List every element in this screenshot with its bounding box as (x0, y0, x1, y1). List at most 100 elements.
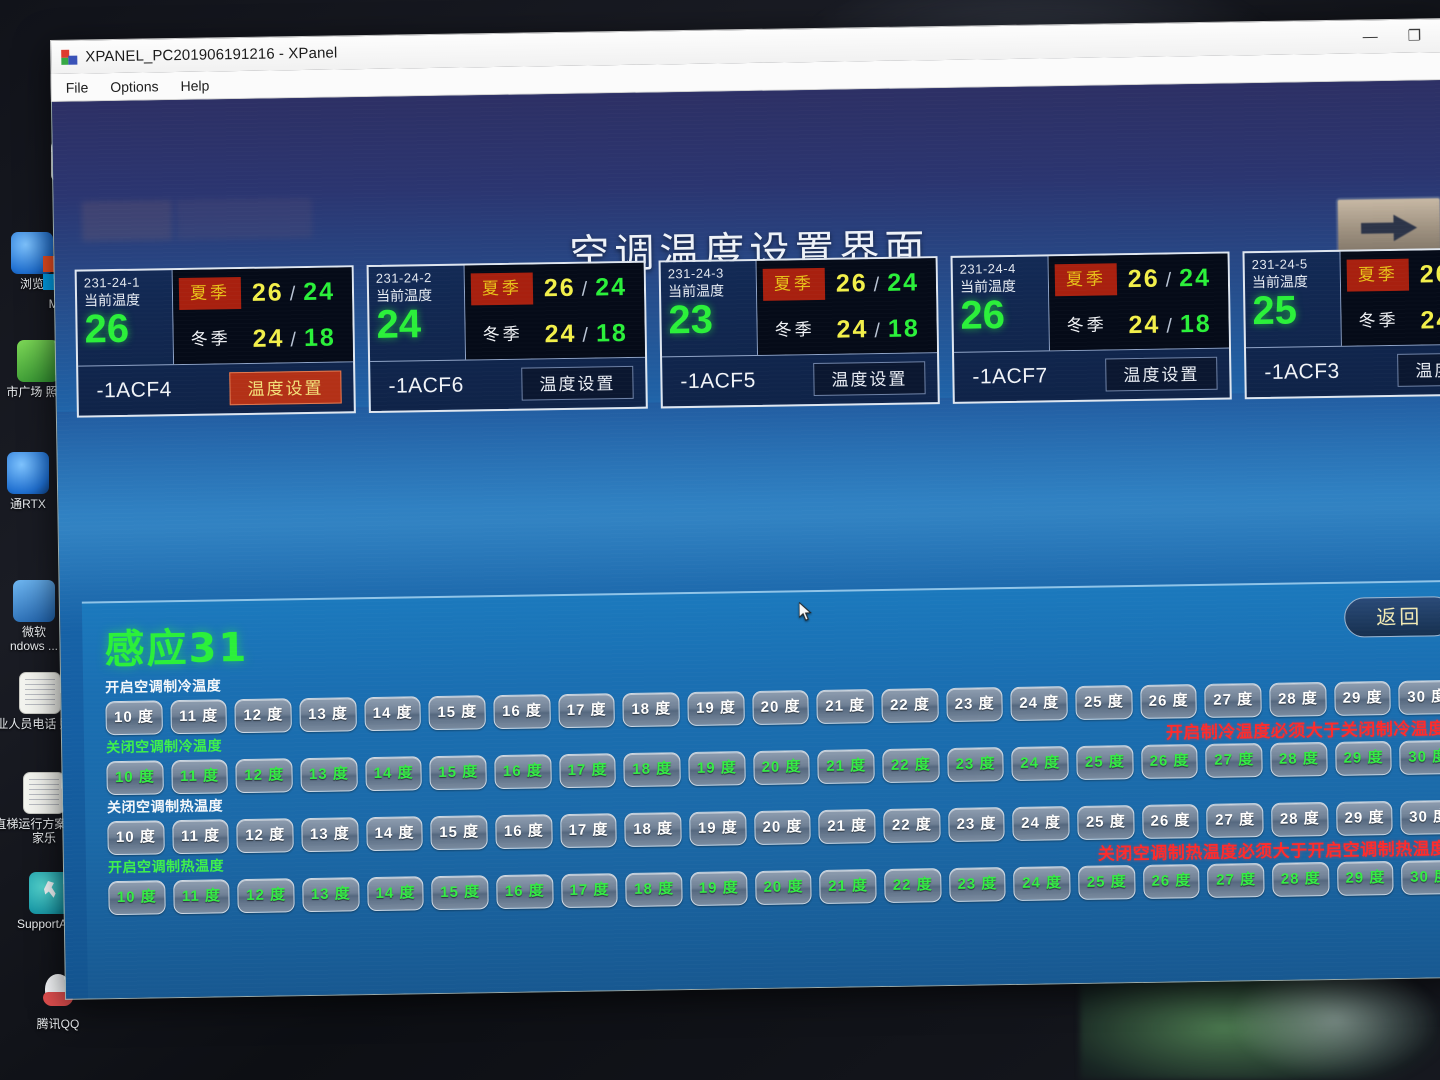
temperature-option-button[interactable]: 11 度 (171, 819, 230, 855)
temperature-option-button[interactable]: 24 度 (1010, 686, 1068, 721)
temperature-option-button[interactable]: 22 度 (884, 868, 942, 903)
temperature-option-button[interactable]: 17 度 (560, 873, 619, 909)
temperature-option-button[interactable]: 23 度 (946, 687, 1004, 723)
temperature-option-button[interactable]: 10 度 (105, 700, 163, 736)
temperature-option-button[interactable]: 18 度 (622, 692, 680, 728)
temperature-option-button[interactable]: 19 度 (688, 751, 746, 787)
maximize-button[interactable]: ❐ (1407, 26, 1422, 45)
temperature-option-button[interactable]: 28 度 (1270, 742, 1328, 777)
temperature-option-button[interactable]: 11 度 (172, 879, 231, 915)
temperature-option-button[interactable]: 21 度 (817, 749, 875, 785)
temperature-option-button[interactable]: 26 度 (1142, 864, 1201, 899)
temperature-option-button[interactable]: 23 度 (947, 807, 1006, 842)
temperature-option-button[interactable]: 25 度 (1076, 745, 1134, 780)
temperature-option-button[interactable]: 14 度 (365, 816, 424, 852)
temperature-option-button[interactable]: 20 度 (754, 870, 813, 906)
temperature-option-button[interactable]: 24 度 (1013, 866, 1071, 901)
temperature-option-button[interactable]: 12 度 (235, 758, 293, 794)
temperature-option-button[interactable]: 13 度 (302, 877, 360, 913)
temperature-option-button[interactable]: 13 度 (300, 757, 358, 793)
temperature-option-button[interactable]: 16 度 (494, 754, 552, 790)
temperature-option-button[interactable]: 24 度 (1011, 746, 1069, 781)
temperature-option-button[interactable]: 17 度 (558, 753, 617, 789)
temperature-option-button[interactable]: 11 度 (170, 759, 229, 795)
temperature-option-button[interactable]: 16 度 (493, 694, 551, 730)
temperature-option-button[interactable]: 30 度 (1398, 680, 1440, 715)
temperature-set-button[interactable]: 温度设置 (521, 365, 634, 401)
temperature-option-button[interactable]: 29 度 (1334, 681, 1392, 716)
temperature-option-button[interactable]: 11 度 (170, 699, 228, 735)
temperature-option-button[interactable]: 15 度 (429, 755, 487, 791)
temperature-option-button[interactable]: 25 度 (1077, 805, 1135, 840)
temperature-option-button[interactable]: 28 度 (1271, 802, 1329, 837)
temperature-option-button[interactable]: 14 度 (364, 696, 422, 732)
back-button[interactable]: 返回 (1343, 596, 1440, 638)
desktop-icon-label: 浏览 (19, 277, 44, 291)
temperature-option-button[interactable]: 15 度 (430, 815, 488, 851)
temperature-option-button[interactable]: 19 度 (690, 871, 748, 907)
temperature-option-button[interactable]: 18 度 (624, 812, 682, 848)
temperature-option-button[interactable]: 18 度 (625, 872, 683, 908)
desktop-icon-8[interactable]: 业人员电话 照明 (0, 672, 90, 731)
temperature-option-button[interactable]: 12 度 (234, 698, 292, 734)
temperature-option-button[interactable]: 30 度 (1401, 859, 1440, 895)
temperature-option-button[interactable]: 12 度 (236, 818, 294, 854)
temperature-set-button[interactable]: 温度设置 (1397, 352, 1440, 387)
temperature-option-button[interactable]: 28 度 (1269, 682, 1327, 717)
temperature-option-button[interactable]: 16 度 (496, 874, 554, 910)
temperature-option-button[interactable]: 18 度 (623, 752, 681, 788)
temperature-option-button[interactable]: 10 度 (107, 820, 165, 856)
temperature-option-button[interactable]: 26 度 (1141, 804, 1200, 839)
temperature-option-button[interactable]: 22 度 (881, 688, 939, 724)
temperature-option-button[interactable]: 24 度 (1012, 806, 1070, 841)
ac-card: 231-24-1 当前温度 26 夏季 26/24 冬季 24/18 -1ACF4 温度设置 (74, 265, 356, 418)
menu-item-options[interactable]: Options (110, 77, 159, 95)
temperature-option-button[interactable]: 27 度 (1207, 863, 1265, 898)
minimize-button[interactable]: — (1362, 27, 1378, 45)
temperature-option-button[interactable]: 21 度 (816, 689, 874, 725)
temperature-option-button[interactable]: 13 度 (299, 697, 357, 733)
temperature-option-button[interactable]: 25 度 (1075, 685, 1133, 720)
temperature-option-button[interactable]: 15 度 (431, 875, 489, 911)
temperature-option-button[interactable]: 10 度 (108, 880, 166, 916)
temperature-set-button[interactable]: 温度设置 (229, 370, 342, 406)
temperature-option-button[interactable]: 17 度 (559, 813, 618, 849)
temperature-option-button[interactable]: 10 度 (106, 760, 164, 796)
menu-item-file[interactable]: File (65, 78, 89, 96)
temperature-option-button[interactable]: 30 度 (1399, 739, 1440, 775)
menu-item-help[interactable]: Help (180, 77, 210, 94)
temperature-option-button[interactable]: 19 度 (689, 811, 747, 847)
temperature-option-button[interactable]: 13 度 (301, 817, 359, 853)
temperature-option-button[interactable]: 28 度 (1272, 862, 1330, 897)
temperature-option-button[interactable]: 22 度 (882, 748, 940, 784)
temperature-set-button[interactable]: 温度设置 (813, 361, 926, 397)
temperature-option-button[interactable]: 21 度 (818, 809, 876, 845)
temperature-option-button[interactable]: 19 度 (687, 691, 745, 727)
desktop-icon-4[interactable]: 通RTX (0, 452, 78, 511)
temperature-option-button[interactable]: 30 度 (1400, 799, 1440, 835)
temperature-option-button[interactable]: 14 度 (366, 876, 425, 912)
temperature-option-button[interactable]: 12 度 (237, 878, 295, 914)
temperature-option-button[interactable]: 16 度 (495, 814, 553, 850)
temperature-option-button[interactable]: 20 度 (753, 810, 812, 846)
temperature-option-button[interactable]: 29 度 (1336, 860, 1395, 896)
temperature-option-button[interactable]: 26 度 (1140, 684, 1198, 719)
temperature-option-button[interactable]: 29 度 (1334, 741, 1393, 776)
temperature-option-button[interactable]: 27 度 (1205, 743, 1263, 778)
temperature-option-button[interactable]: 20 度 (752, 690, 810, 726)
temperature-option-button[interactable]: 25 度 (1078, 865, 1136, 900)
desktop-icon-6[interactable]: 微软 ndows ... (0, 580, 84, 653)
temperature-option-button[interactable]: 23 度 (948, 867, 1007, 902)
temperature-option-button[interactable]: 27 度 (1206, 803, 1264, 838)
temperature-option-button[interactable]: 17 度 (558, 693, 616, 729)
temperature-option-button[interactable]: 15 度 (428, 695, 486, 731)
temperature-option-button[interactable]: 14 度 (364, 756, 423, 792)
temperature-option-button[interactable]: 26 度 (1140, 744, 1199, 779)
temperature-option-button[interactable]: 20 度 (752, 750, 811, 786)
temperature-option-button[interactable]: 29 度 (1335, 801, 1394, 836)
temperature-option-button[interactable]: 22 度 (883, 808, 941, 844)
temperature-option-button[interactable]: 21 度 (819, 869, 877, 905)
temperature-set-button[interactable]: 温度设置 (1105, 356, 1218, 392)
temperature-option-button[interactable]: 23 度 (946, 747, 1005, 782)
temperature-option-button[interactable]: 27 度 (1204, 683, 1262, 718)
